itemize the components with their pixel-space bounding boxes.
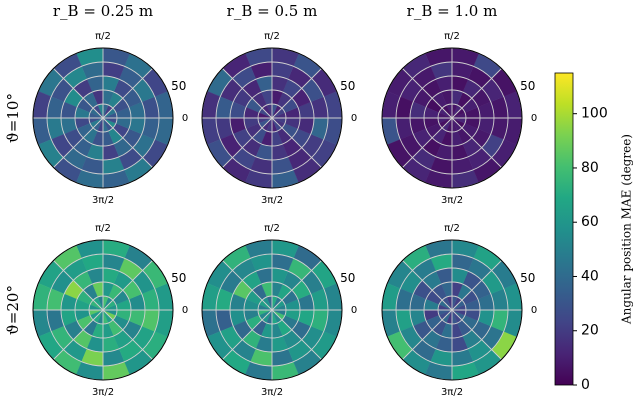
polar-frame (201, 239, 343, 381)
row-label: ϑ=10° (4, 93, 22, 143)
angular-grid (53, 260, 104, 311)
theta-tick-label: 0 (182, 305, 188, 316)
r-tick-label: 50 (340, 79, 355, 93)
theta-tick-label: π/2 (95, 223, 111, 234)
angular-grid (402, 260, 453, 311)
colorbar-tick-label: 60 (581, 214, 599, 230)
colorbar-tick-label: 40 (581, 268, 599, 284)
angular-grid (222, 260, 273, 311)
polar-frame (32, 239, 174, 381)
theta-tick-label: π/2 (264, 31, 280, 42)
theta-tick-label: 3π/2 (261, 195, 283, 206)
theta-tick-label: 0 (531, 305, 537, 316)
r-tick-label: 50 (171, 271, 186, 285)
panel-title: r_B = 0.25 m (53, 2, 153, 20)
angular-grid (402, 309, 453, 360)
row-label: ϑ=20° (4, 285, 22, 335)
angular-grid (53, 68, 104, 119)
angular-grid (451, 117, 502, 168)
angular-grid (102, 68, 153, 119)
angular-grid (402, 117, 453, 168)
angular-grid (102, 309, 153, 360)
theta-tick-label: π/2 (264, 223, 280, 234)
colorbar-label: Angular position MAE (degree) (620, 134, 634, 325)
theta-tick-label: 3π/2 (92, 387, 114, 398)
theta-tick-label: 3π/2 (441, 195, 463, 206)
theta-tick-label: π/2 (444, 223, 460, 234)
angular-grid (53, 117, 104, 168)
r-tick-label: 50 (171, 79, 186, 93)
colorbar (554, 72, 574, 386)
angular-grid (53, 309, 104, 360)
polar-frame (32, 47, 174, 189)
colorbar-tick-label: 100 (581, 106, 608, 122)
polar-frame (381, 239, 523, 381)
angular-grid (271, 117, 322, 168)
theta-tick-label: π/2 (95, 31, 111, 42)
theta-tick-label: 0 (351, 113, 357, 124)
theta-tick-label: 0 (182, 113, 188, 124)
theta-tick-label: 0 (351, 305, 357, 316)
theta-tick-label: π/2 (444, 31, 460, 42)
angular-grid (271, 68, 322, 119)
r-tick-label: 50 (520, 271, 535, 285)
colorbar-tick-label: 80 (581, 160, 599, 176)
angular-grid (451, 68, 502, 119)
angular-grid (102, 260, 153, 311)
angular-grid (451, 309, 502, 360)
polar-frame (381, 47, 523, 189)
angular-grid (222, 309, 273, 360)
theta-tick-label: 3π/2 (261, 387, 283, 398)
angular-grid (271, 260, 322, 311)
colorbar-tick-label: 20 (581, 323, 599, 339)
angular-grid (451, 260, 502, 311)
panel-title: r_B = 0.5 m (227, 2, 318, 20)
theta-tick-label: 3π/2 (441, 387, 463, 398)
colorbar-tick-label: 0 (581, 377, 590, 393)
r-tick-label: 50 (340, 271, 355, 285)
theta-tick-label: 0 (531, 113, 537, 124)
theta-tick-label: 3π/2 (92, 195, 114, 206)
polar-frame (201, 47, 343, 189)
angular-grid (271, 309, 322, 360)
angular-grid (222, 68, 273, 119)
angular-grid (402, 68, 453, 119)
panel-title: r_B = 1.0 m (407, 2, 498, 20)
angular-grid (102, 117, 153, 168)
angular-grid (222, 117, 273, 168)
r-tick-label: 50 (520, 79, 535, 93)
